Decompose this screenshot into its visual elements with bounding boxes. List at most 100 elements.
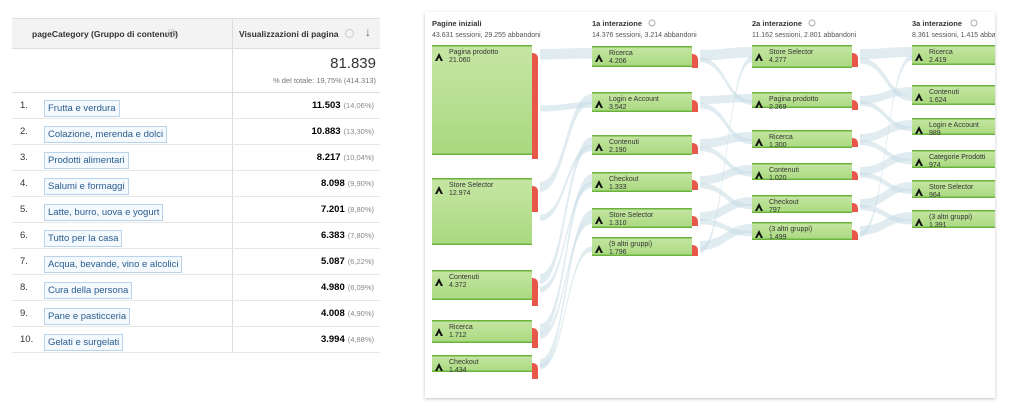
node-box (912, 45, 995, 65)
value-cell: 8.098 (9,90%) (321, 178, 374, 189)
drop-off (1012, 188, 1018, 197)
node-value: 1.434 (449, 367, 467, 374)
drop-off (852, 203, 858, 212)
node-top (592, 46, 692, 48)
category-link[interactable]: Tutto per la casa (44, 230, 123, 247)
category-cell: Cura della persona (44, 280, 133, 299)
value-cell: 4.008 (4,90%) (321, 308, 374, 319)
category-link[interactable]: Acqua, bevande, vino e alcolici (44, 256, 183, 273)
node-label: Login e Account (929, 122, 979, 129)
category-cell: Gelati e surgelati (44, 332, 124, 351)
table-row (12, 197, 380, 223)
category-link[interactable]: Salumi e formaggi (44, 178, 129, 195)
table-row (12, 275, 380, 301)
node-value: 3.542 (609, 104, 627, 111)
node-box (432, 45, 532, 155)
drop-off (692, 180, 698, 190)
node-box (592, 208, 692, 228)
node-value: 1.310 (609, 220, 627, 227)
node-label: Store Selector (929, 184, 974, 191)
node-top (752, 130, 852, 132)
node-box (432, 355, 532, 372)
node-icon (595, 54, 603, 62)
node-bottom (592, 190, 692, 192)
drop-off (692, 245, 698, 256)
node-bottom (432, 370, 532, 372)
node-bottom (912, 103, 995, 105)
row-index: 1. (20, 100, 28, 111)
node-bottom (752, 178, 852, 180)
node-bottom (912, 196, 995, 198)
category-link[interactable]: Colazione, merenda e dolci (44, 126, 168, 143)
category-link[interactable]: Prodotti alimentari (44, 152, 129, 169)
table-row (12, 145, 380, 171)
table-row (12, 93, 380, 119)
flow-links (540, 47, 912, 370)
node-icon (595, 143, 603, 151)
column-subtitle: 43.631 sessioni, 29.255 abbandoni (432, 32, 541, 39)
node-icon (915, 188, 923, 196)
node-top (752, 92, 852, 94)
flow-node[interactable]: (3 altri gruppi)1.499 (752, 222, 858, 241)
percent: (6,09%) (347, 283, 374, 292)
value: 8.098 (320, 178, 345, 189)
node-label: Contenuti (609, 139, 639, 146)
drop-off (1012, 93, 1018, 103)
node-value: 974 (929, 162, 941, 169)
percent: (9,90%) (347, 179, 374, 188)
flow-link (860, 57, 912, 101)
percent: (4,88%) (347, 335, 374, 344)
category-link[interactable]: Frutta e verdura (44, 100, 120, 117)
node-label: (9 altri gruppi) (609, 241, 652, 248)
category-link[interactable]: Pane e pasticceria (44, 308, 131, 325)
node-label: Checkout (609, 176, 639, 183)
drop-off (692, 100, 698, 112)
flow-link (540, 174, 592, 334)
value: 4.980 (320, 282, 345, 293)
node-top (912, 118, 995, 120)
node-icon (435, 363, 443, 371)
flow-link (860, 87, 912, 104)
value-cell: 8.217 (10,04%) (317, 152, 374, 163)
node-value: 1.020 (769, 175, 787, 182)
category-link[interactable]: Cura della persona (44, 282, 133, 299)
node-icon (755, 203, 763, 211)
category-link[interactable]: Latte, burro, uova e yogurt (44, 204, 164, 221)
category-link[interactable]: Gelati e surgelati (44, 334, 124, 351)
flow-link (860, 47, 912, 59)
column-title: Pagine iniziali (432, 19, 482, 28)
flow-node[interactable]: (3 altri gruppi)1.391 (912, 210, 1018, 229)
value: 5.087 (320, 256, 345, 267)
node-box (752, 195, 852, 213)
flow-node[interactable]: (9 altri gruppi)1.796 (592, 237, 698, 256)
category-cell: Latte, burro, uova e yogurt (44, 202, 164, 221)
node-box (592, 135, 692, 155)
column-subtitle: 11.162 sessioni, 2.801 abbandoni (752, 32, 857, 39)
flow-link (700, 165, 752, 185)
flow-link (860, 152, 912, 176)
table-row (12, 301, 380, 327)
node-value: 964 (929, 192, 941, 199)
drop-off (1012, 126, 1018, 135)
